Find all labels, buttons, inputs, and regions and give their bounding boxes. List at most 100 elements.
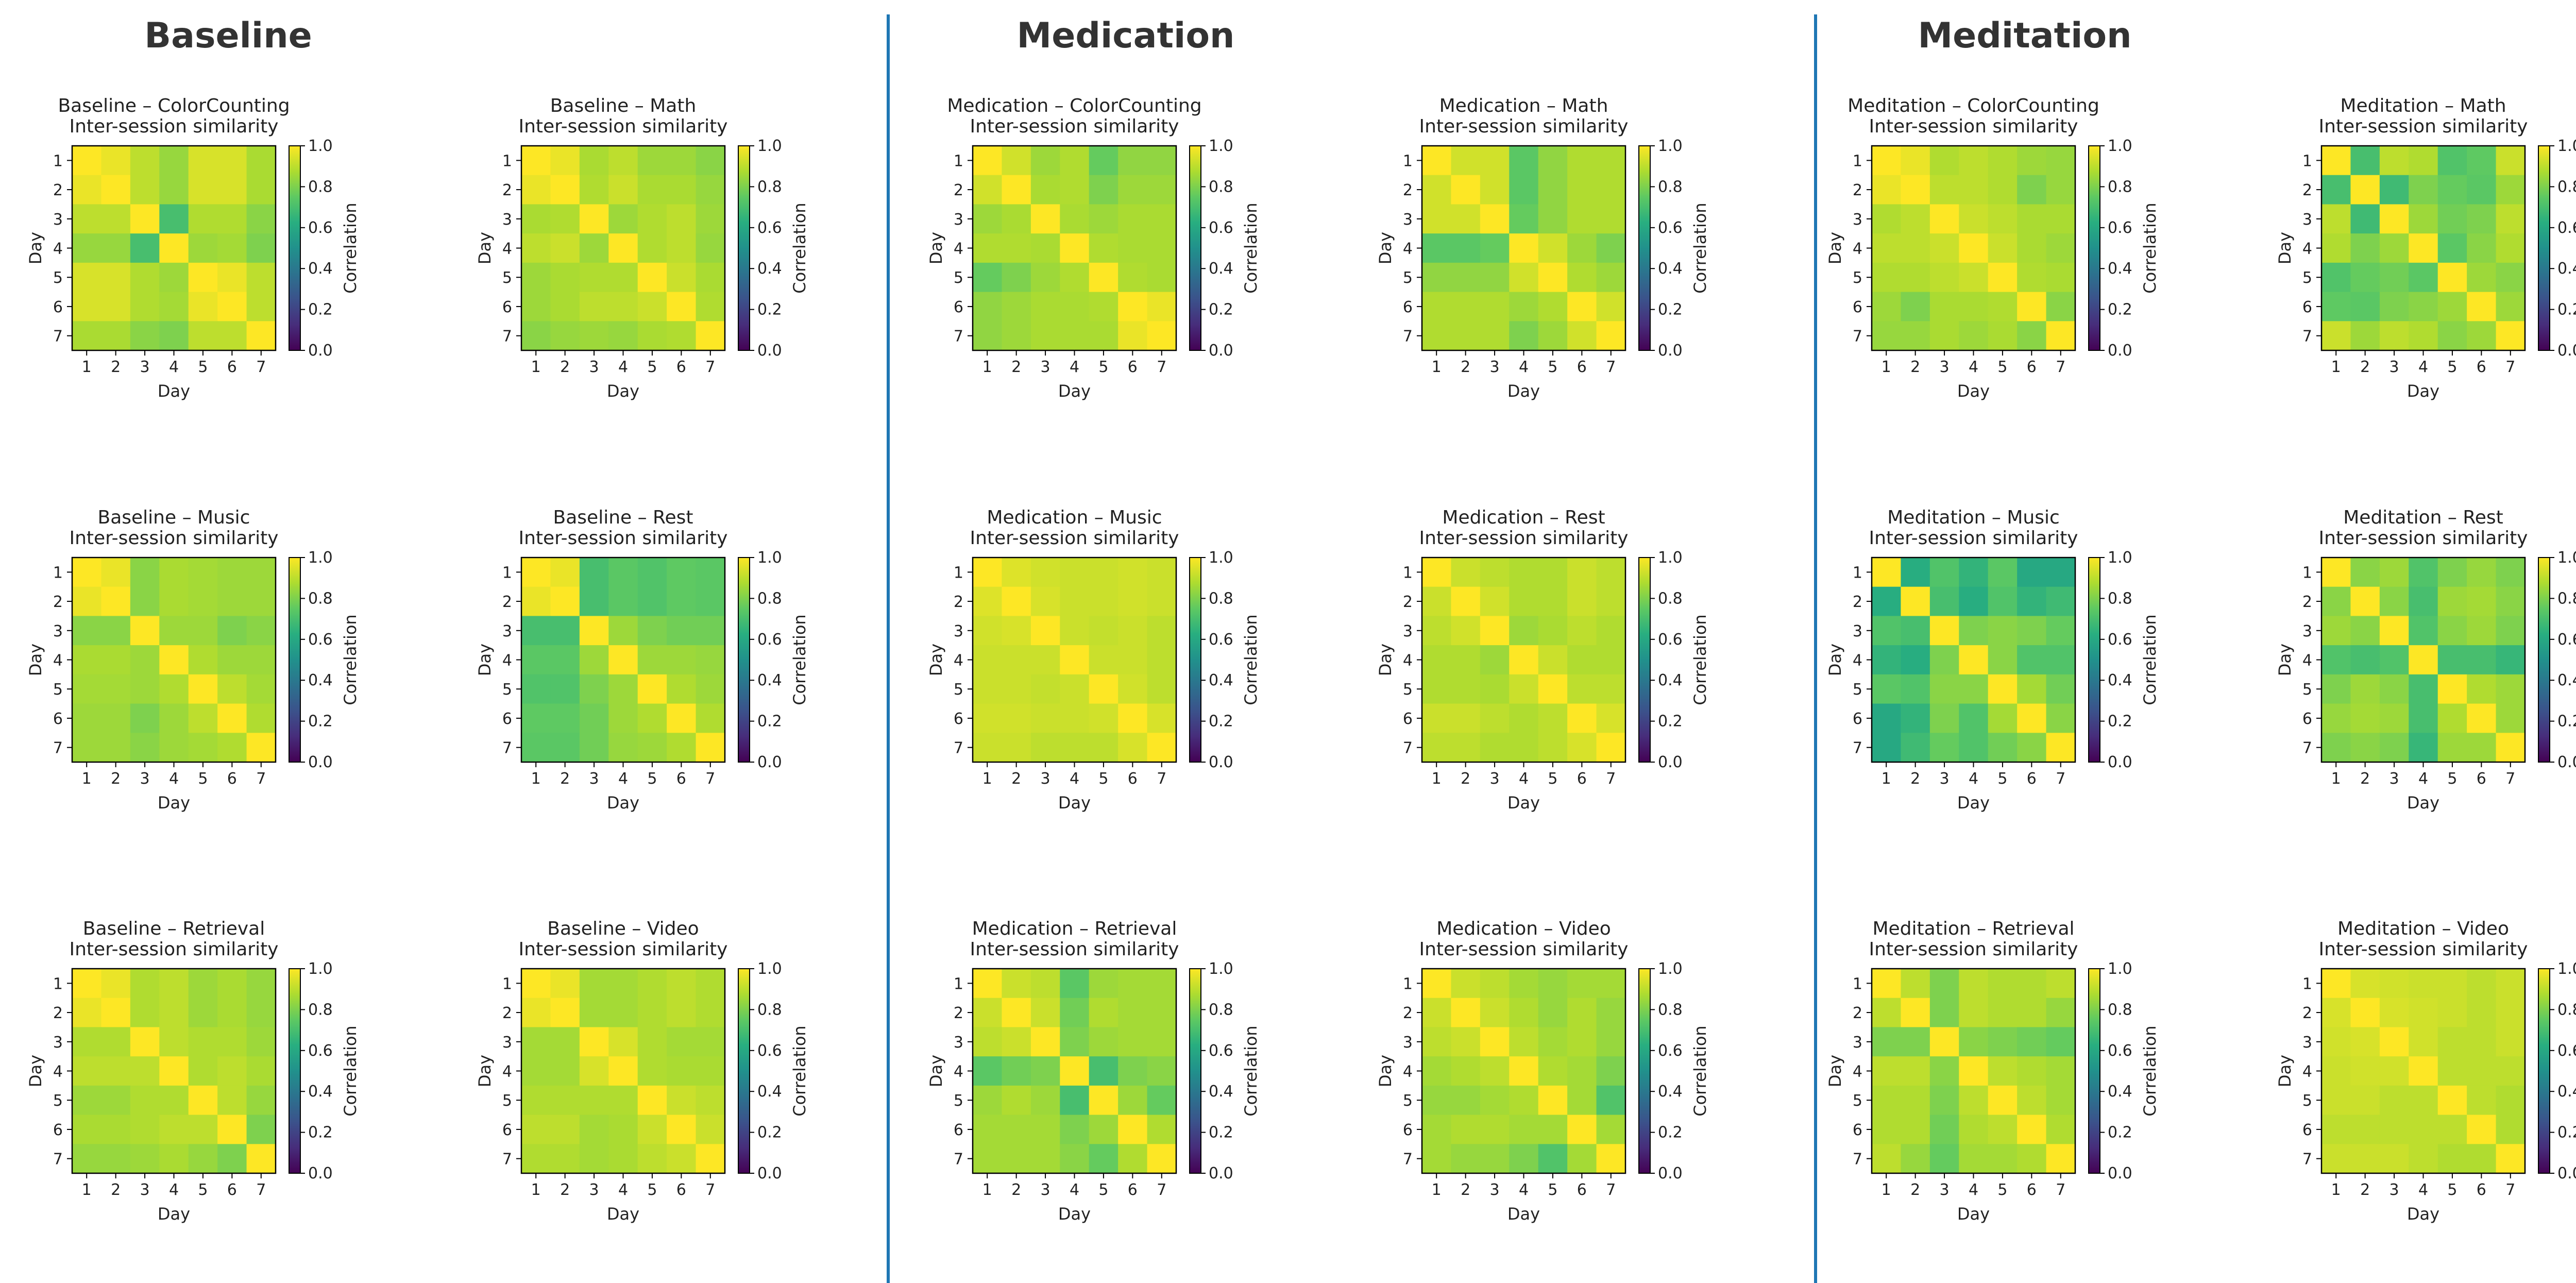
panel-8-title: Medication – Music: [987, 507, 1162, 528]
panel-9-cell-4-3: [1509, 674, 1539, 704]
panel-2-cell-0-2: [1030, 146, 1060, 176]
panel-3-ytick-5: 6: [1403, 298, 1413, 316]
panel-4-cell-3-6: [2046, 233, 2076, 263]
panel-11-cell-5-4: [2437, 703, 2467, 733]
panel-2-cell-0-0: [973, 146, 1003, 176]
panel-0-cell-4-3: [159, 262, 189, 293]
panel-15-cell-6-0: [1422, 1144, 1452, 1174]
panel-17-cell-4-0: [2321, 1085, 2351, 1116]
panel-12-cell-2-1: [101, 1027, 131, 1057]
panel-4-cell-0-4: [1988, 146, 2018, 176]
panel-11-cell-1-3: [2409, 586, 2438, 617]
panel-0-xtick-5: 6: [227, 358, 237, 376]
panel-5-cbar-tick-0: 0.0: [2557, 342, 2576, 360]
panel-10-cell-3-5: [2017, 645, 2047, 675]
panel-8-cell-0-1: [1002, 558, 1031, 587]
panel-10-ytick-2: 3: [1853, 622, 1862, 640]
panel-12-ytick-5: 6: [53, 1121, 63, 1139]
panel-9-colorbar-label: Correlation: [1690, 614, 1710, 705]
panel-3-cell-3-5: [1567, 233, 1597, 263]
panel-14-cell-4-3: [1060, 1085, 1090, 1116]
panel-3-cell-2-4: [1538, 204, 1568, 234]
panel-9-xtick-5: 6: [1577, 770, 1587, 788]
panel-5-cell-3-4: [2437, 233, 2467, 263]
panel-15-cell-0-3: [1509, 969, 1539, 999]
panel-5-cell-2-2: [2379, 204, 2409, 234]
panel-10-colorbar: [2088, 557, 2100, 763]
panel-6-cbar-tick-2: 0.4: [308, 671, 333, 689]
panel-1-cell-1-5: [667, 175, 697, 205]
panel-8-cell-6-4: [1089, 733, 1118, 763]
panel-6-cell-2-4: [188, 616, 218, 646]
panel-8-ytick-5: 6: [954, 710, 963, 728]
panel-3-cell-4-1: [1451, 262, 1481, 293]
panel-17-cbar-tick-1: 0.2: [2557, 1124, 2576, 1142]
panel-2-cell-6-2: [1030, 321, 1060, 351]
panel-0-ytick-6: 7: [53, 328, 63, 346]
panel-9-cell-3-5: [1567, 645, 1597, 675]
panel-0-cell-2-0: [72, 204, 102, 234]
panel-7-cell-3-4: [637, 645, 667, 675]
panel-1-cell-3-4: [637, 233, 667, 263]
panel-12-cell-3-3: [159, 1056, 189, 1086]
panel-14-colorbar-label: Correlation: [1241, 1025, 1261, 1116]
panel-14-xtick-6: 7: [1157, 1181, 1166, 1199]
panel-1-cell-0-2: [579, 146, 609, 176]
panel-11-cbar-tick-5: 1.0: [2557, 549, 2576, 567]
panel-5-cell-2-5: [2467, 204, 2497, 234]
panel-6-cell-2-0: [72, 616, 102, 646]
panel-10-cell-4-1: [1901, 674, 1930, 704]
panel-2-cell-1-4: [1089, 175, 1118, 205]
panel-9-cell-0-0: [1422, 558, 1452, 587]
panel-3-cbar-tick-2: 0.4: [1658, 260, 1683, 278]
panel-12-cell-4-0: [72, 1085, 102, 1116]
panel-4-cell-6-5: [2017, 321, 2047, 351]
panel-17-cell-0-4: [2437, 969, 2467, 999]
panel-6-cell-0-2: [130, 558, 160, 587]
panel-4-cell-6-0: [1872, 321, 1902, 351]
panel-6-cell-1-0: [72, 586, 102, 617]
panel-4-cell-0-0: [1872, 146, 1902, 176]
panel-0-cell-5-1: [101, 292, 131, 322]
panel-0-cell-6-5: [217, 321, 247, 351]
panel-15-xtick-0: 1: [1432, 1181, 1442, 1199]
panel-10-cell-6-5: [2017, 733, 2047, 763]
panel-13-cell-0-5: [667, 969, 697, 999]
panel-1-title: Baseline – Math: [550, 95, 697, 116]
panel-8-ylabel: Day: [926, 644, 946, 676]
panel-6-cell-3-4: [188, 645, 218, 675]
panel-16-xtick-6: 7: [2056, 1181, 2065, 1199]
panel-4-ytick-3: 4: [1853, 240, 1862, 258]
panel-1-cell-4-5: [667, 262, 697, 293]
panel-11-cell-2-5: [2467, 616, 2497, 646]
panel-7-cell-6-1: [550, 733, 580, 763]
panel-4-cbar-tick-1: 0.2: [2108, 301, 2132, 319]
panel-15-cell-5-0: [1422, 1115, 1452, 1144]
panel-6-cell-6-6: [246, 733, 276, 763]
panel-6-ytick-4: 5: [53, 681, 63, 699]
panel-5-cell-5-2: [2379, 292, 2409, 322]
panel-11-xtick-1: 2: [2360, 770, 2370, 788]
panel-9-cell-1-0: [1422, 586, 1452, 617]
panel-11-cell-6-3: [2409, 733, 2438, 763]
panel-9-subtitle: Inter-session similarity: [1419, 528, 1628, 549]
panel-16-cell-5-1: [1901, 1115, 1930, 1144]
panel-10-xtick-3: 4: [1969, 770, 1978, 788]
panel-9-cell-5-5: [1567, 703, 1597, 733]
panel-10-cell-2-0: [1872, 616, 1902, 646]
panel-17-cell-0-5: [2467, 969, 2497, 999]
panel-7-cell-4-1: [550, 674, 580, 704]
panel-9-cell-0-6: [1596, 558, 1626, 587]
panel-6-ytick-3: 4: [53, 652, 63, 670]
panel-0-cell-6-6: [246, 321, 276, 351]
panel-11-cell-0-6: [2496, 558, 2526, 587]
panel-16-cell-2-1: [1901, 1027, 1930, 1057]
panel-2-xtick-6: 7: [1157, 358, 1166, 376]
panel-17-xtick-1: 2: [2360, 1181, 2370, 1199]
panel-6-ylabel: Day: [26, 644, 45, 676]
panel-15-cell-4-3: [1509, 1085, 1539, 1116]
panel-16-cell-4-1: [1901, 1085, 1930, 1116]
panel-10-ytick-5: 6: [1853, 710, 1862, 728]
panel-13-cbar-tick-2: 0.4: [757, 1083, 782, 1101]
panel-7-cell-6-5: [667, 733, 697, 763]
